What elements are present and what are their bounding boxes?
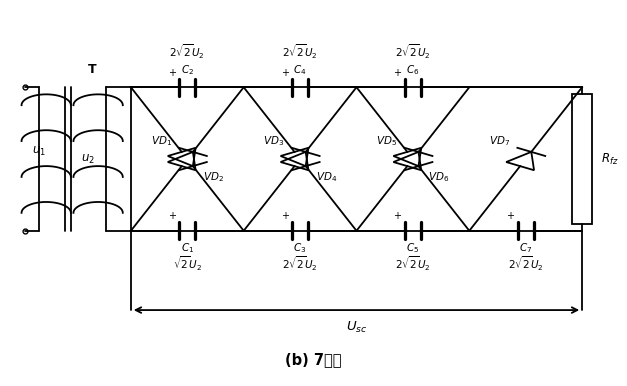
Text: $u_2$: $u_2$ [81,152,95,166]
Text: $C_{1}$: $C_{1}$ [181,241,194,255]
Text: $2\sqrt{2}U_2$: $2\sqrt{2}U_2$ [395,42,431,61]
Text: T: T [88,63,97,76]
Text: +: + [168,211,176,221]
Text: +: + [394,211,401,221]
Text: $VD_1$: $VD_1$ [150,134,172,148]
Text: +: + [281,68,288,78]
Text: $u_1$: $u_1$ [32,145,46,158]
Text: $2\sqrt{2}U_2$: $2\sqrt{2}U_2$ [282,255,318,273]
Text: +: + [281,211,288,221]
Text: $2\sqrt{2}U_2$: $2\sqrt{2}U_2$ [508,255,544,273]
Text: $2\sqrt{2}U_2$: $2\sqrt{2}U_2$ [282,42,318,61]
Text: (b) 7倍压: (b) 7倍压 [285,352,342,367]
Text: $VD_7$: $VD_7$ [489,134,510,148]
Text: $C_{4}$: $C_{4}$ [293,63,307,77]
Text: $U_{sc}$: $U_{sc}$ [345,320,367,335]
Text: +: + [168,68,176,78]
Text: $C_{7}$: $C_{7}$ [519,241,532,255]
Text: $C_{3}$: $C_{3}$ [293,241,307,255]
Text: $R_{fz}$: $R_{fz}$ [601,151,618,167]
Text: $VD_2$: $VD_2$ [203,170,224,184]
Text: $C_{6}$: $C_{6}$ [406,63,419,77]
Text: $\sqrt{2}U_2$: $\sqrt{2}U_2$ [172,255,202,273]
Text: +: + [394,68,401,78]
Bar [572,95,592,223]
Text: $VD_3$: $VD_3$ [263,134,285,148]
Text: $C_{2}$: $C_{2}$ [181,63,194,77]
Text: $C_{5}$: $C_{5}$ [406,241,419,255]
Text: +: + [506,211,514,221]
Text: $VD_6$: $VD_6$ [428,170,450,184]
Text: $2\sqrt{2}U_2$: $2\sqrt{2}U_2$ [395,255,431,273]
Text: $VD_4$: $VD_4$ [315,170,337,184]
Text: $VD_5$: $VD_5$ [376,134,398,148]
Text: $2\sqrt{2}U_2$: $2\sqrt{2}U_2$ [169,42,205,61]
